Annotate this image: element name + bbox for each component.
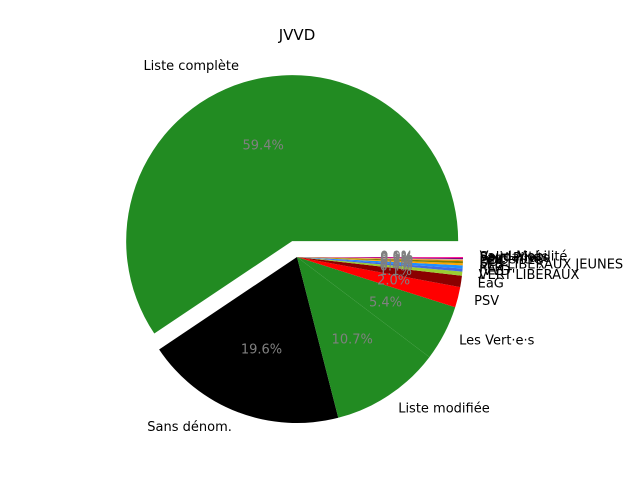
pct-label-plr: 0.3% (380, 255, 413, 270)
slice-label-les-vert-e-s: Les Vert·e·s (459, 333, 535, 348)
pie-slice-le-centre (297, 257, 463, 261)
pct-label-jvvd: 0.3% (380, 257, 413, 272)
pct-label-parti-pirate: 0.1% (380, 250, 413, 265)
pct-label-les-liberaux-jeunes: 0.2% (380, 254, 413, 269)
pie-slice-les-liberaux-jeunes (297, 257, 463, 266)
slice-label-udc: UDC (480, 255, 509, 270)
slice-label-parti-pirate: Parti Pirate (480, 251, 551, 266)
pct-label-vert-liberaux: 0.4% (380, 259, 413, 274)
pct-label-les-vert-e-s: 5.4% (369, 295, 402, 310)
pie-slice-parti-pirate (297, 257, 463, 260)
pie-slice-les-vert-e-s (297, 257, 456, 358)
pct-label-vaud-mobilite: 0.0% (380, 250, 413, 265)
slice-label-les-liberaux-jeunes: LES LIBÉRAUX JEUNES (479, 257, 623, 273)
pct-label-liste-modifiee: 10.7% (332, 332, 373, 347)
pie-slice-pdc (297, 257, 463, 262)
slice-label-solidarites: Solidarités (480, 250, 549, 265)
slice-label-eag: EaG (478, 276, 504, 291)
pie-slice-udc (297, 257, 463, 264)
pie-slice-liste-modifiee (297, 257, 430, 418)
pie-labels: Liste complète 59.4% Sans dénom. 19.6% Liste… (143, 59, 623, 435)
pie-slice-liste-complete (126, 75, 459, 334)
pie-slice-solidarites (297, 257, 463, 259)
pct-label-le-centre: 0.1% (380, 251, 413, 266)
slice-label-liste-modifiee: Liste modifiée (398, 401, 490, 416)
pct-label-sans-denom: 19.6% (241, 343, 282, 358)
pie-slices (126, 75, 463, 423)
slice-label-vert-liberaux: VERT'LIBÉRAUX (479, 267, 580, 283)
slice-label-pdc: PDC (480, 254, 507, 269)
pct-label-pdc: 0.1% (380, 252, 413, 267)
pie-slice-eag (297, 257, 462, 288)
slice-label-jvvd: JVVD (478, 264, 511, 279)
slice-label-plr: PLR (479, 260, 503, 275)
slice-label-liste-complete: Liste complète (143, 59, 239, 74)
pct-label-solidarites: 0.1% (380, 250, 413, 265)
pie-slice-psv (297, 257, 461, 308)
pie-slice-jvvd (297, 257, 463, 272)
pie-slice-plr (297, 257, 463, 269)
chart-title: JVVD (278, 26, 316, 44)
slice-label-sans-denom: Sans dénom. (147, 420, 232, 435)
pct-label-eag: 1.1% (379, 264, 412, 279)
pie-slice-sans-denom (159, 257, 339, 423)
pct-label-liste-complete: 59.4% (243, 138, 284, 153)
slice-label-le-centre: Le Centre (480, 252, 543, 267)
pct-label-psv: 2.0% (377, 274, 410, 289)
slice-label-vaud-mobilite: Vaud Mobilité (480, 250, 568, 265)
slice-label-psv: PSV (474, 294, 499, 309)
pct-label-udc: 0.2% (380, 253, 413, 268)
pie-slice-vert-liberaux (297, 257, 463, 276)
